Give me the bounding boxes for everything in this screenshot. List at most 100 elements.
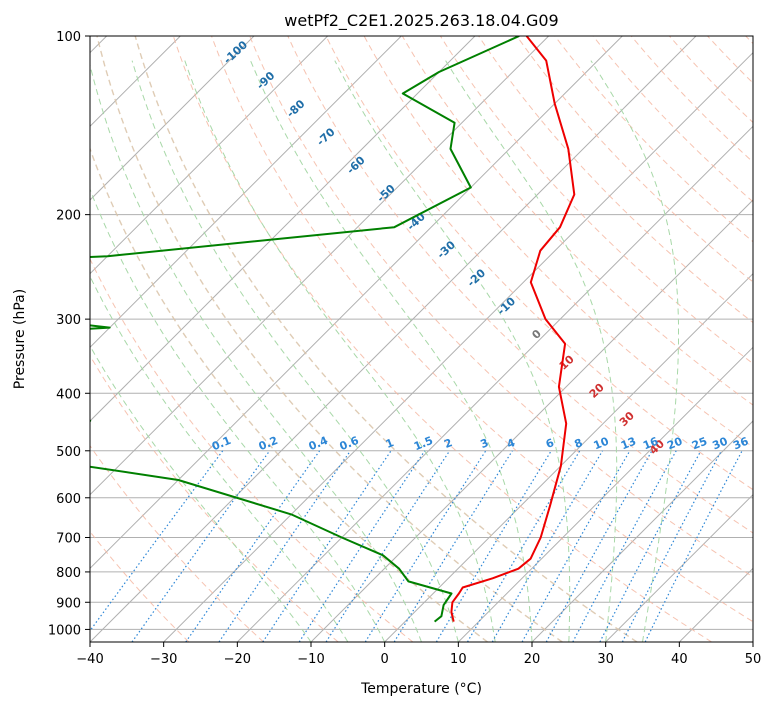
dry-adiabat-label: -10 [495,294,519,317]
y-tick-label: 100 [56,30,81,45]
dry-adiabat [249,36,753,578]
dry-adiabat [630,36,753,163]
isotherm-line [90,36,329,275]
dry-adiabat [401,36,753,406]
x-axis-label: Temperature (°C) [360,681,482,697]
x-axis: −40 −30 −20 −10 0 10 20 30 40 50 [76,642,761,667]
isotherm-line [90,36,476,422]
mixing-ratio-label: 4 [505,436,517,451]
x-tick-label: 10 [450,652,467,667]
mixing-ratio-label: 30 [711,435,730,453]
dry-adiabat [172,36,712,642]
mixing-ratio-line [185,450,321,642]
dry-adiabat [516,36,753,283]
plot-frame [89,35,754,643]
mixing-ratio-label: 1 [384,436,396,451]
x-tick-label: 30 [597,652,614,667]
y-tick-label: 400 [56,387,81,402]
dry-adiabat-label: 20 [587,381,607,401]
mixing-ratio-label: 2 [442,436,454,451]
isotherm-line [90,36,550,496]
mixing-ratio-label: 13 [619,435,638,453]
dry-adiabat [554,36,753,243]
dry-adiabat-label: -90 [254,69,278,92]
moist-adiabats [90,60,679,642]
dry-adiabat-label: -100 [221,38,250,67]
isotherm-line [163,51,753,642]
dry-adiabat [363,36,753,448]
dry-adiabat [592,36,753,203]
isotherm-line [90,36,697,642]
mixing-ratio-line [599,450,702,642]
mixing-ratio-line [131,450,271,642]
dry-adiabat-label: -50 [374,182,398,205]
profile-series [90,36,576,623]
y-axis-label: Pressure (hPa) [12,289,28,389]
x-tick-label: −20 [224,652,251,667]
mixing-ratio-label: 16 [641,435,660,453]
isotherm-line [236,125,753,642]
moist-adiabat [590,60,679,642]
mixing-ratio-label: 10 [592,435,611,453]
y-tick-label: 1000 [48,623,81,638]
mixing-ratio-line [218,450,351,642]
moist-adiabat [90,344,312,642]
dry-adiabat [478,36,753,324]
y-tick-label: 900 [56,596,81,611]
isobar-gridlines [90,36,753,630]
mixing-ratio-line [325,450,451,642]
isotherm-line [531,420,753,642]
mixing-ratio-label: 6 [544,436,556,451]
dry-adiabat [745,36,753,45]
y-tick-label: 600 [56,492,81,507]
isotherm-line [457,346,753,642]
mixing-ratio-label: 25 [690,435,709,453]
moist-adiabat [90,275,349,642]
moist-adiabat [90,62,422,642]
mixing-ratio-label: 36 [731,435,750,453]
dry-adiabat-label: 30 [617,409,637,429]
moist-adiabat [334,60,571,642]
isotherm-line [310,199,753,642]
x-tick-label: 50 [745,652,762,667]
x-tick-label: 20 [524,652,541,667]
temperature-line [450,36,576,622]
dry-adiabat [211,36,753,623]
moist-adiabat [250,60,533,642]
chart-title: wetPf2_C2E1.2025.263.18.04.G09 [284,11,558,31]
mixing-ratio-label: 8 [572,436,584,451]
x-tick-label: 40 [671,652,688,667]
isotherm-gridlines [90,36,753,642]
y-tick-label: 700 [56,532,81,547]
dry-adiabat [96,36,563,642]
dry-adiabat [90,146,489,642]
dewpoint-line [90,36,520,623]
dry-adiabat [90,354,339,642]
mixing-ratio-line [262,450,392,642]
dry-adiabat [90,444,264,642]
moist-adiabat [90,188,386,642]
y-axis: 1000 900 800 700 600 500 400 300 200 100 [48,30,90,638]
isotherm-line [384,272,753,642]
mixing-ratio-line [364,450,487,642]
isotherm-line [90,36,623,570]
mixing-ratio-line [572,450,677,642]
mixing-ratio-lines [90,450,743,642]
mixing-ratio-line [435,450,552,642]
dry-adiabat-label: -80 [284,97,308,120]
dry-adiabat [707,36,753,84]
y-tick-label: 300 [56,313,81,328]
dry-adiabat-label: -70 [314,125,338,148]
mixing-ratio-label: 20 [665,435,684,453]
y-tick-label: 200 [56,209,81,224]
dry-adiabat [669,36,753,124]
x-tick-label: −10 [297,652,324,667]
y-tick-label: 500 [56,445,81,460]
dry-adiabat-label: 0 [529,327,544,342]
dry-adiabat-label: -30 [435,238,459,261]
isotherm-line [605,493,753,642]
mixing-ratio-line [521,450,631,642]
mixing-ratio-line [545,450,653,642]
isopleth-labels: -100-90-80-70-60-50-40-30-20-10010203040… [210,38,751,457]
